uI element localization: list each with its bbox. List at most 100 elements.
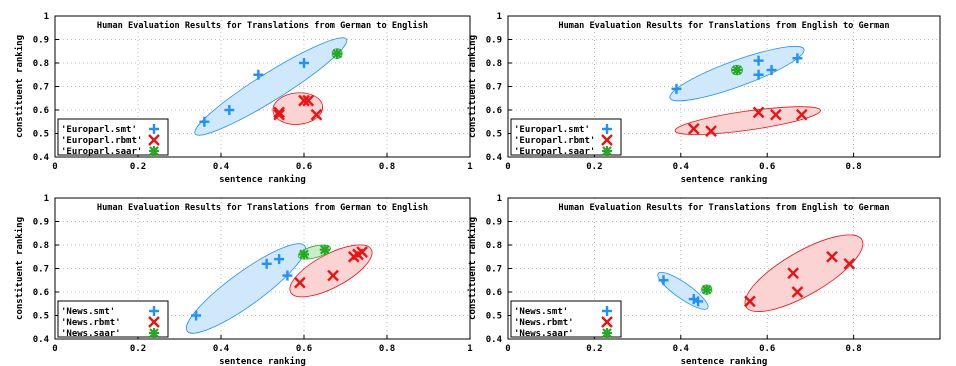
y-tick-label: 0.8 [486, 59, 502, 69]
legend-label: 'News.smt' [514, 307, 568, 317]
confidence-ellipse [194, 37, 348, 136]
data-point [687, 122, 700, 135]
data-point [298, 94, 310, 107]
x-tick-label: 0.8 [845, 344, 861, 354]
x-tick-label: 0.6 [759, 344, 775, 354]
legend-marker [601, 316, 613, 328]
x-tick-label: 0 [52, 344, 57, 354]
data-point [282, 270, 293, 281]
legend-label: 'Europarl.saar' [61, 147, 142, 157]
y-tick-label: 0.9 [33, 36, 49, 46]
data-point [693, 296, 704, 307]
data-point [224, 105, 235, 115]
data-point [826, 250, 838, 263]
x-tick-label: 0.6 [296, 344, 312, 354]
y-tick-label: 0.7 [486, 265, 502, 275]
y-tick-label: 0.9 [486, 218, 502, 228]
data-point [791, 286, 804, 298]
x-axis-label: sentence ranking [681, 356, 768, 366]
x-tick-label: 1 [467, 344, 472, 354]
x-tick-label: 0.4 [673, 162, 690, 172]
legend-marker [148, 134, 160, 146]
data-point [671, 83, 682, 94]
x-tick-label: 0 [52, 162, 57, 172]
y-tick-label: 1 [497, 194, 502, 204]
confidence-ellipse [272, 92, 324, 125]
legend-marker [149, 306, 159, 316]
legend-marker [149, 328, 159, 338]
chart-title: Human Evaluation Results for Translation… [97, 20, 428, 31]
chart-title: Human Evaluation Results for Translation… [558, 20, 889, 31]
y-tick-label: 0.5 [33, 312, 49, 322]
legend-label: 'News.rbmt' [61, 318, 121, 328]
data-point [701, 284, 712, 295]
y-tick-label: 0.4 [33, 335, 50, 345]
x-axis-label: sentence ranking [219, 174, 306, 185]
x-tick-label: 0.8 [379, 344, 395, 354]
legend-label: 'News.saar' [61, 329, 121, 339]
x-tick-label: 0.2 [130, 344, 146, 354]
y-tick-label: 1 [44, 194, 49, 204]
y-tick-label: 0.5 [486, 130, 502, 140]
data-point [199, 116, 210, 127]
legend-marker [602, 328, 612, 338]
y-tick-label: 1 [44, 12, 49, 22]
x-tick-label: 0.8 [845, 162, 861, 172]
chart-title: Human Evaluation Results for Translation… [558, 202, 889, 213]
data-point [302, 94, 314, 107]
y-axis-label: constituent ranking [14, 35, 25, 138]
legend: 'Europarl.smt''Europarl.rbmt''Europarl.s… [57, 118, 169, 157]
confidence-ellipse [674, 106, 821, 135]
legend-label: 'News.smt' [61, 307, 115, 317]
data-point [752, 106, 765, 119]
y-tick-label: 0.9 [486, 36, 502, 46]
data-point [792, 53, 803, 64]
data-point [261, 258, 272, 269]
chart-panel: 0 0.2 0.4 0.6 0.8 0.4 0.5 0.6 0.7 0.8 0.9 1 Human Ev… [467, 12, 941, 185]
legend-label: 'Europarl.saar' [514, 147, 595, 157]
legend-label: 'Europarl.smt' [61, 125, 137, 135]
data-point [744, 295, 756, 308]
confidence-ellipse [744, 234, 864, 312]
legend-marker [149, 124, 159, 134]
legend-marker [148, 316, 160, 328]
chart-panel: 0 0.2 0.4 0.6 0.8 1 0.4 0.5 0.6 0.7 0.8 0.9 1 Human E… [14, 12, 473, 185]
y-tick-label: 0.8 [486, 241, 502, 251]
legend-label: 'Europarl.smt' [514, 125, 590, 135]
data-point [253, 69, 264, 80]
x-tick-label: 0.2 [130, 162, 146, 172]
y-tick-label: 0.5 [486, 312, 502, 322]
confidence-ellipse [185, 243, 306, 334]
x-tick-label: 0 [505, 344, 510, 354]
data-point [766, 65, 777, 76]
y-tick-label: 0.9 [33, 218, 49, 228]
x-axis-label: sentence ranking [681, 174, 768, 185]
x-tick-label: 0.6 [759, 162, 775, 172]
data-point [319, 244, 330, 255]
legend-label: 'Europarl.rbmt' [514, 136, 595, 146]
legend-label: 'News.rbmt' [514, 318, 574, 328]
legend-label: 'Europarl.rbmt' [61, 136, 142, 146]
legend: 'Europarl.smt''Europarl.rbmt''Europarl.s… [510, 118, 622, 157]
x-axis-label: sentence ranking [219, 356, 306, 366]
x-tick-label: 0.4 [213, 162, 230, 172]
y-tick-label: 0.8 [33, 59, 49, 69]
y-tick-label: 0.7 [33, 265, 49, 275]
data-point [274, 254, 285, 265]
y-tick-label: 0.6 [486, 106, 502, 116]
data-point [299, 249, 309, 260]
data-point [843, 257, 856, 270]
data-point [705, 125, 717, 137]
legend-marker [601, 134, 613, 146]
x-tick-label: 0.8 [379, 162, 395, 172]
chart-panel: 0 0.2 0.4 0.6 0.8 0.4 0.5 0.6 0.7 0.8 0.9 1 Human Ev… [467, 194, 941, 366]
x-tick-label: 0.6 [296, 162, 312, 172]
chart-title: Human Evaluation Results for Translation… [97, 202, 428, 213]
legend-marker [149, 146, 159, 156]
data-point [191, 310, 202, 321]
y-tick-label: 0.4 [486, 335, 503, 345]
y-tick-label: 0.4 [486, 153, 503, 163]
data-point [356, 246, 368, 258]
y-tick-label: 0.5 [33, 130, 49, 140]
y-tick-label: 0.4 [33, 153, 50, 163]
